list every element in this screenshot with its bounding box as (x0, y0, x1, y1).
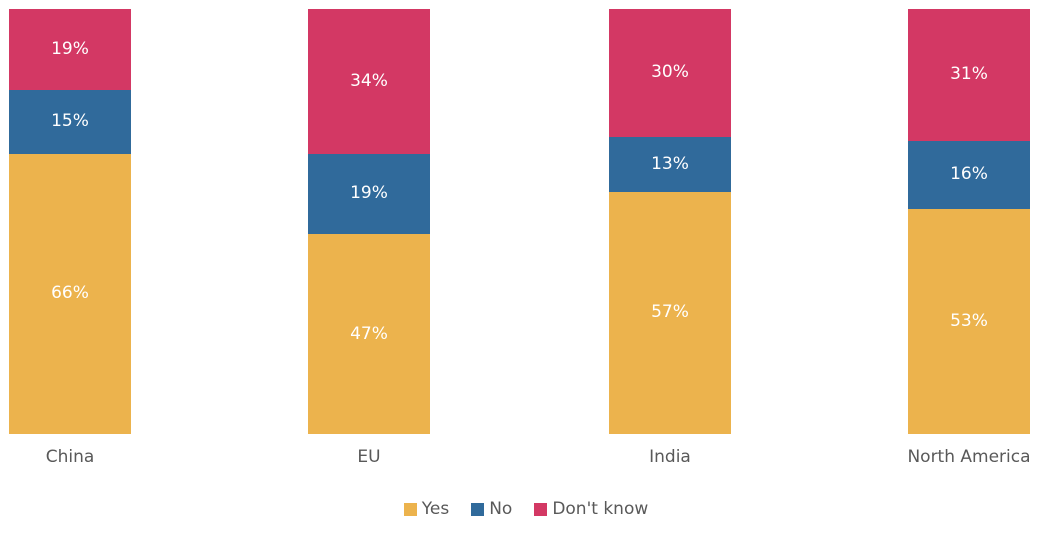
data-label-no-north-america: 16% (950, 164, 988, 185)
segment-yes-eu: 47% (308, 234, 430, 434)
x-axis-label-eu: EU (357, 447, 381, 467)
legend-item-yes: Yes (403, 499, 450, 519)
segment-no-india: 13% (609, 136, 731, 192)
segment-no-eu: 19% (308, 153, 430, 235)
legend-item-no: No (471, 501, 512, 518)
segment-don-t-know-india: 30% (609, 9, 731, 137)
data-label-yes-china: 66% (51, 283, 89, 304)
segment-no-north-america: 16% (908, 140, 1030, 209)
data-label-yes-north-america: 53% (950, 310, 988, 331)
data-label-no-india: 13% (651, 153, 689, 174)
segment-yes-india: 57% (609, 191, 731, 434)
data-label-yes-india: 57% (651, 302, 689, 323)
legend-swatch-no (471, 503, 485, 516)
data-label-don-t-know-india: 30% (651, 62, 689, 83)
segment-yes-china: 66% (9, 153, 131, 434)
legend-swatch-don-t-know (534, 503, 548, 516)
legend-label-no: No (489, 499, 513, 519)
legend-item-don-t-know: Don't know (534, 501, 648, 518)
bar-eu: 34% 19% 47% (308, 9, 430, 434)
x-axis-label-north-america: North America (907, 447, 1031, 467)
segment-don-t-know-north-america: 31% (908, 9, 1030, 141)
segment-don-t-know-eu: 34% (308, 9, 430, 154)
legend-label-don-t-know: Don't know (552, 499, 649, 519)
legend-swatch-yes (403, 503, 417, 516)
bar-north-america: 31% 16% 53% (908, 9, 1030, 434)
x-axis-label-china: China (45, 447, 95, 467)
segment-no-china: 15% (9, 89, 131, 154)
data-label-don-t-know-china: 19% (51, 38, 89, 59)
data-label-no-eu: 19% (350, 183, 388, 204)
x-axis-label-india: India (649, 447, 691, 467)
data-label-yes-eu: 47% (350, 323, 388, 344)
data-label-no-china: 15% (51, 111, 89, 132)
legend-label-yes: Yes (421, 499, 450, 519)
data-label-don-t-know-eu: 34% (350, 70, 388, 91)
data-label-don-t-know-north-america: 31% (950, 64, 988, 85)
bar-china: 19% 15% 66% (9, 9, 131, 434)
bar-india: 30% 13% 57% (609, 9, 731, 434)
legend: Yes No Don't know (0, 501, 1052, 518)
segment-yes-north-america: 53% (908, 208, 1030, 434)
segment-don-t-know-china: 19% (9, 9, 131, 90)
